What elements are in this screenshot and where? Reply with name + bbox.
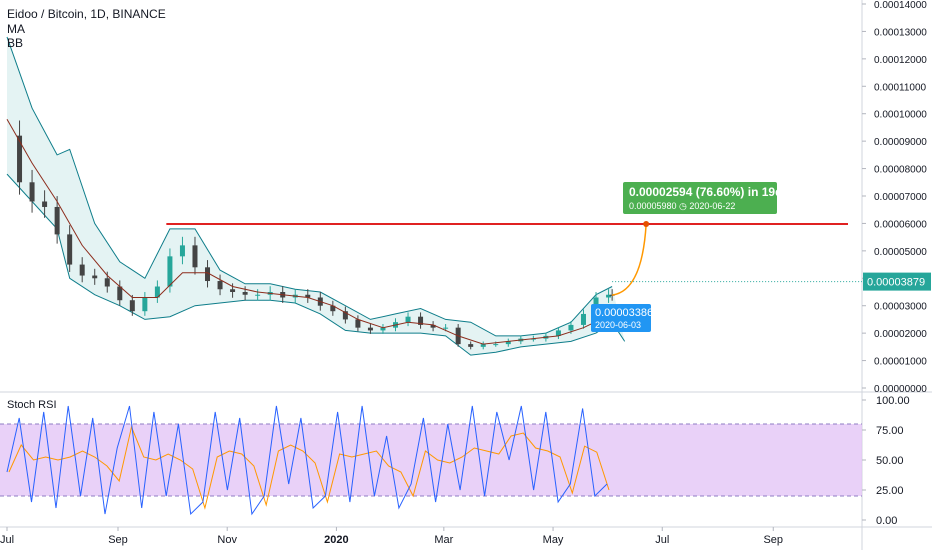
stoch-rsi-legend[interactable]: Stoch RSI — [7, 399, 57, 411]
candle-body — [129, 300, 135, 312]
candle-body — [167, 256, 173, 287]
price-tick-label: 0.00000000 — [874, 384, 927, 395]
stoch-band-fill — [0, 424, 862, 496]
candle-body — [405, 316, 411, 323]
ma-legend[interactable]: MA — [7, 22, 25, 36]
candle-body — [530, 338, 536, 340]
rsi-tick-label: 75.00 — [876, 425, 904, 437]
candle-body — [192, 245, 198, 268]
candle-body — [242, 292, 248, 295]
projection-target-dot — [643, 220, 650, 227]
candle-body — [230, 289, 236, 292]
price-tick-label: 0.00009000 — [874, 137, 927, 148]
price-tick-label: 0.00005000 — [874, 247, 927, 258]
rsi-tick-label: 0.00 — [876, 515, 897, 527]
price-tick-label: 0.00011000 — [874, 82, 927, 93]
rsi-tick-label: 25.00 — [876, 485, 904, 497]
candle-body — [142, 297, 148, 312]
time-tick-label: Sep — [108, 534, 128, 546]
candle-body — [67, 234, 73, 265]
time-tick-label: Sep — [763, 534, 783, 546]
time-tick-label: Jul — [0, 534, 14, 546]
bb-legend[interactable]: BB — [7, 36, 24, 50]
stoch-k-line — [6, 405, 608, 516]
price-tick-label: 0.00002000 — [874, 329, 927, 340]
price-tick-label: 0.00013000 — [874, 27, 927, 38]
candle-body — [580, 313, 586, 325]
bb-lower-line — [6, 173, 626, 356]
price-tick-label: 0.00008000 — [874, 165, 927, 176]
price-tick-label: 0.00003000 — [874, 302, 927, 313]
candle-body — [443, 327, 449, 329]
candle-body — [17, 135, 23, 183]
cursor-box — [591, 304, 651, 332]
time-tick-label: Jul — [655, 534, 669, 546]
price-tick-label: 0.00001000 — [874, 357, 927, 368]
stoch-d-line — [8, 425, 610, 510]
time-tick-label: Nov — [217, 534, 237, 546]
cursor-date: 2020-06-03 — [595, 320, 641, 330]
last-price-label: 0.00003879 — [867, 277, 925, 289]
candle-body — [367, 327, 373, 331]
candle-body — [179, 245, 185, 257]
candle-body — [609, 294, 615, 296]
candle-body — [154, 286, 160, 298]
rsi-tick-label: 100.00 — [876, 395, 910, 407]
price-tick-label: 0.00007000 — [874, 192, 927, 203]
candle-body — [355, 319, 361, 328]
candle-body — [92, 275, 98, 279]
candle-body — [79, 264, 85, 276]
candle-body — [430, 324, 436, 328]
candle-body — [505, 341, 511, 345]
last-price-tag — [863, 272, 931, 291]
cursor-price: 0.00003386 — [595, 307, 653, 319]
projection-target-text: 0.00005980 ◷ 2020-06-22 — [629, 201, 735, 211]
bb-fill — [7, 36, 625, 356]
price-tick-label: 0.00006000 — [874, 219, 927, 230]
symbol-title: Eidoo / Bitcoin, 1D, BINANCE — [7, 7, 166, 21]
candle-body — [117, 286, 123, 301]
projection-curve — [612, 223, 647, 296]
candle-body — [54, 206, 60, 235]
candle-body — [480, 344, 486, 347]
candle-body — [255, 294, 261, 296]
time-tick-label: 2020 — [324, 534, 348, 546]
projection-change-text: 0.00002594 (76.60%) in 19d — [629, 185, 782, 199]
candle-body — [342, 311, 348, 320]
candle-body — [568, 324, 574, 331]
candle-body — [555, 330, 561, 336]
candle-body — [205, 267, 211, 282]
projection-box — [623, 182, 777, 214]
candle-body — [42, 201, 48, 207]
candle-body — [305, 294, 311, 298]
time-tick-label: May — [543, 534, 564, 546]
candle-body — [493, 344, 499, 346]
candle-body — [468, 344, 474, 347]
candle-body — [104, 278, 110, 287]
price-tick-label: 0.00012000 — [874, 55, 927, 66]
candle-body — [380, 327, 386, 331]
price-tick-label: 0.00010000 — [874, 110, 927, 121]
time-tick-label: Mar — [434, 534, 453, 546]
price-tick-label: 0.00014000 — [874, 0, 927, 11]
candle-body — [330, 305, 336, 312]
candle-body — [29, 182, 35, 202]
candle-body — [217, 281, 223, 290]
candle-body — [418, 316, 424, 325]
candle-body — [606, 294, 612, 298]
rsi-tick-label: 50.00 — [876, 455, 904, 467]
ma-line — [6, 118, 613, 345]
